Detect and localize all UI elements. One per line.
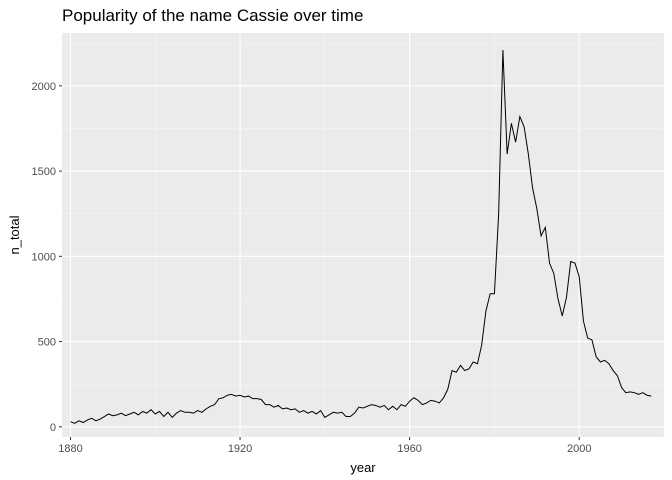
y-tick-label: 2000 <box>32 81 56 93</box>
y-tick-label: 1000 <box>32 251 56 263</box>
axis-tick-labels: 1880 1920 1960 2000 0 500 1000 1500 2000 <box>32 81 592 455</box>
minor-gridlines <box>62 33 665 437</box>
chart-title: Popularity of the name Cassie over time <box>62 6 364 25</box>
x-tick-label: 1920 <box>228 443 252 455</box>
x-axis-title: year <box>350 460 376 475</box>
major-gridlines <box>62 33 664 437</box>
y-tick-label: 0 <box>50 422 56 434</box>
x-tick-label: 2000 <box>567 443 591 455</box>
x-tick-label: 1960 <box>397 443 421 455</box>
plot-panel <box>62 33 664 437</box>
y-tick-label: 1500 <box>32 166 56 178</box>
y-tick-label: 500 <box>38 337 56 349</box>
x-tick-label: 1880 <box>58 443 82 455</box>
y-axis-title: n_total <box>7 215 22 254</box>
series-line <box>70 50 652 424</box>
axis-ticks <box>59 85 580 440</box>
